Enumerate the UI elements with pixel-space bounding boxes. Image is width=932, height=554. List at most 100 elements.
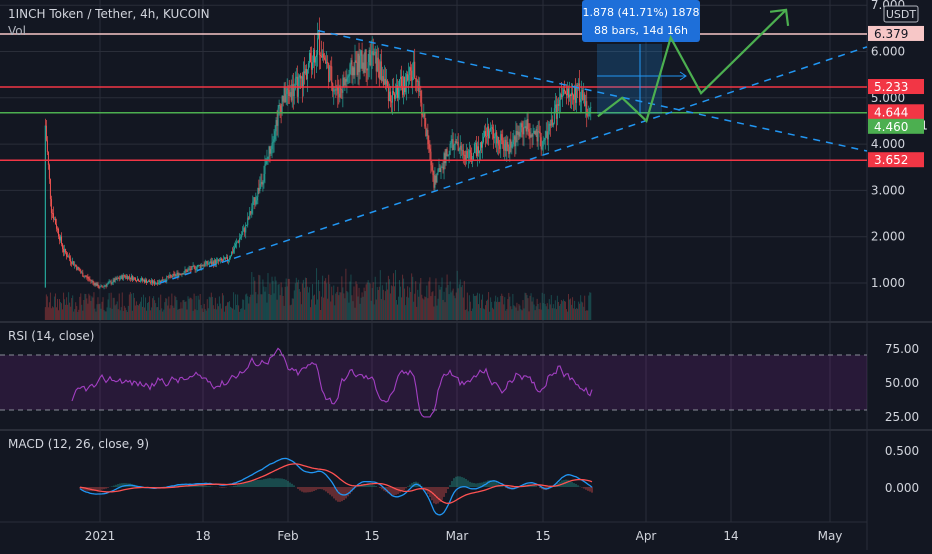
volume-bar xyxy=(309,287,310,320)
candle-body xyxy=(145,280,146,283)
volume-bar xyxy=(203,312,204,320)
candle-body xyxy=(416,79,417,82)
volume-bar xyxy=(411,273,412,320)
volume-bar xyxy=(457,271,458,320)
volume-bar xyxy=(444,292,445,320)
candle-body xyxy=(463,150,464,155)
candle-body xyxy=(346,77,347,81)
volume-bar xyxy=(473,294,474,320)
price-tag-label: 5.233 xyxy=(874,80,908,94)
currency-badge[interactable]: USDT xyxy=(886,8,917,21)
volume-bar xyxy=(506,309,507,320)
volume-bar xyxy=(452,291,453,320)
candle-body xyxy=(111,282,112,284)
macd-title[interactable]: MACD (12, 26, close, 9) xyxy=(8,437,149,451)
candle-body xyxy=(262,182,263,185)
candle-body xyxy=(309,53,310,63)
candle-body xyxy=(86,277,87,278)
macd-hist-bar xyxy=(493,481,494,487)
candle-body xyxy=(74,265,75,266)
candle-body xyxy=(328,63,329,82)
volume-bar xyxy=(339,292,340,320)
candle-body xyxy=(217,260,218,261)
candle-body xyxy=(101,286,102,287)
macd-hist-bar xyxy=(237,485,238,487)
macd-hist-bar xyxy=(313,487,314,491)
volume-bar xyxy=(54,297,55,320)
candle-body xyxy=(285,86,286,102)
candle-body xyxy=(176,273,177,275)
macd-hist-bar xyxy=(331,487,332,496)
symbol-title[interactable]: 1INCH Token / Tether, 4h, KUCOIN xyxy=(8,7,210,21)
volume-bar xyxy=(97,297,98,320)
volume-bar xyxy=(586,310,587,320)
candle-body xyxy=(420,91,421,103)
candle-body xyxy=(436,173,437,182)
volume-bar xyxy=(328,275,329,320)
candle-body xyxy=(223,259,224,261)
macd-hist-bar xyxy=(457,476,458,487)
volume-bar xyxy=(261,294,262,320)
candle-body xyxy=(55,219,56,224)
volume-bar xyxy=(408,298,409,320)
macd-hist-bar xyxy=(113,486,114,487)
candle-body xyxy=(462,150,463,151)
volume-bar xyxy=(56,307,57,320)
volume-bar xyxy=(366,284,367,320)
candle-body xyxy=(487,127,488,137)
candle-body xyxy=(522,127,523,134)
macd-hist-bar xyxy=(105,487,106,489)
volume-bar xyxy=(147,303,148,320)
candle-body xyxy=(207,261,208,264)
volume-bar xyxy=(301,304,302,320)
volume-bar xyxy=(346,291,347,320)
volume-bar xyxy=(219,296,220,320)
macd-hist-bar xyxy=(455,477,456,487)
candle-body xyxy=(357,62,358,75)
volume-bar xyxy=(228,302,229,320)
volume-bar xyxy=(78,310,79,320)
candle-body xyxy=(358,54,359,75)
volume-bar xyxy=(570,299,571,320)
candle-body xyxy=(427,130,428,144)
candle-body xyxy=(188,270,189,272)
candle-body xyxy=(180,274,181,275)
volume-bar xyxy=(347,292,348,320)
candle-body xyxy=(148,281,149,282)
candle-body xyxy=(60,237,61,241)
candle-body xyxy=(456,141,457,143)
candle-body xyxy=(312,62,313,69)
volume-bar xyxy=(120,310,121,320)
candle-body xyxy=(52,213,53,214)
volume-bar xyxy=(48,307,49,320)
candle-body xyxy=(441,167,442,172)
volume-bar xyxy=(462,285,463,320)
macd-hist-bar xyxy=(333,487,334,498)
volume-bar xyxy=(315,305,316,320)
volume-bar xyxy=(455,298,456,320)
time-label: 2021 xyxy=(85,529,116,543)
candle-body xyxy=(103,287,104,288)
candle-body xyxy=(149,281,150,282)
volume-bar xyxy=(194,294,195,320)
volume-bar xyxy=(384,300,385,320)
volume-bar xyxy=(557,296,558,320)
candle-body xyxy=(355,60,356,75)
volume-bar xyxy=(355,308,356,320)
volume-bar xyxy=(283,296,284,320)
candle-body xyxy=(247,218,248,225)
volume-bar xyxy=(371,301,372,320)
macd-hist-bar xyxy=(403,487,404,490)
volume-bar xyxy=(469,295,470,320)
volume-bar xyxy=(447,275,448,320)
volume-bar xyxy=(412,277,413,320)
volume-bar xyxy=(493,309,494,320)
volume-bar xyxy=(133,293,134,320)
macd-hist-bar xyxy=(539,487,540,488)
candle-body xyxy=(303,71,304,88)
volume-bar xyxy=(288,279,289,320)
volume-bar xyxy=(61,303,62,320)
macd-hist-bar xyxy=(373,485,374,487)
rsi-title[interactable]: RSI (14, close) xyxy=(8,329,94,343)
